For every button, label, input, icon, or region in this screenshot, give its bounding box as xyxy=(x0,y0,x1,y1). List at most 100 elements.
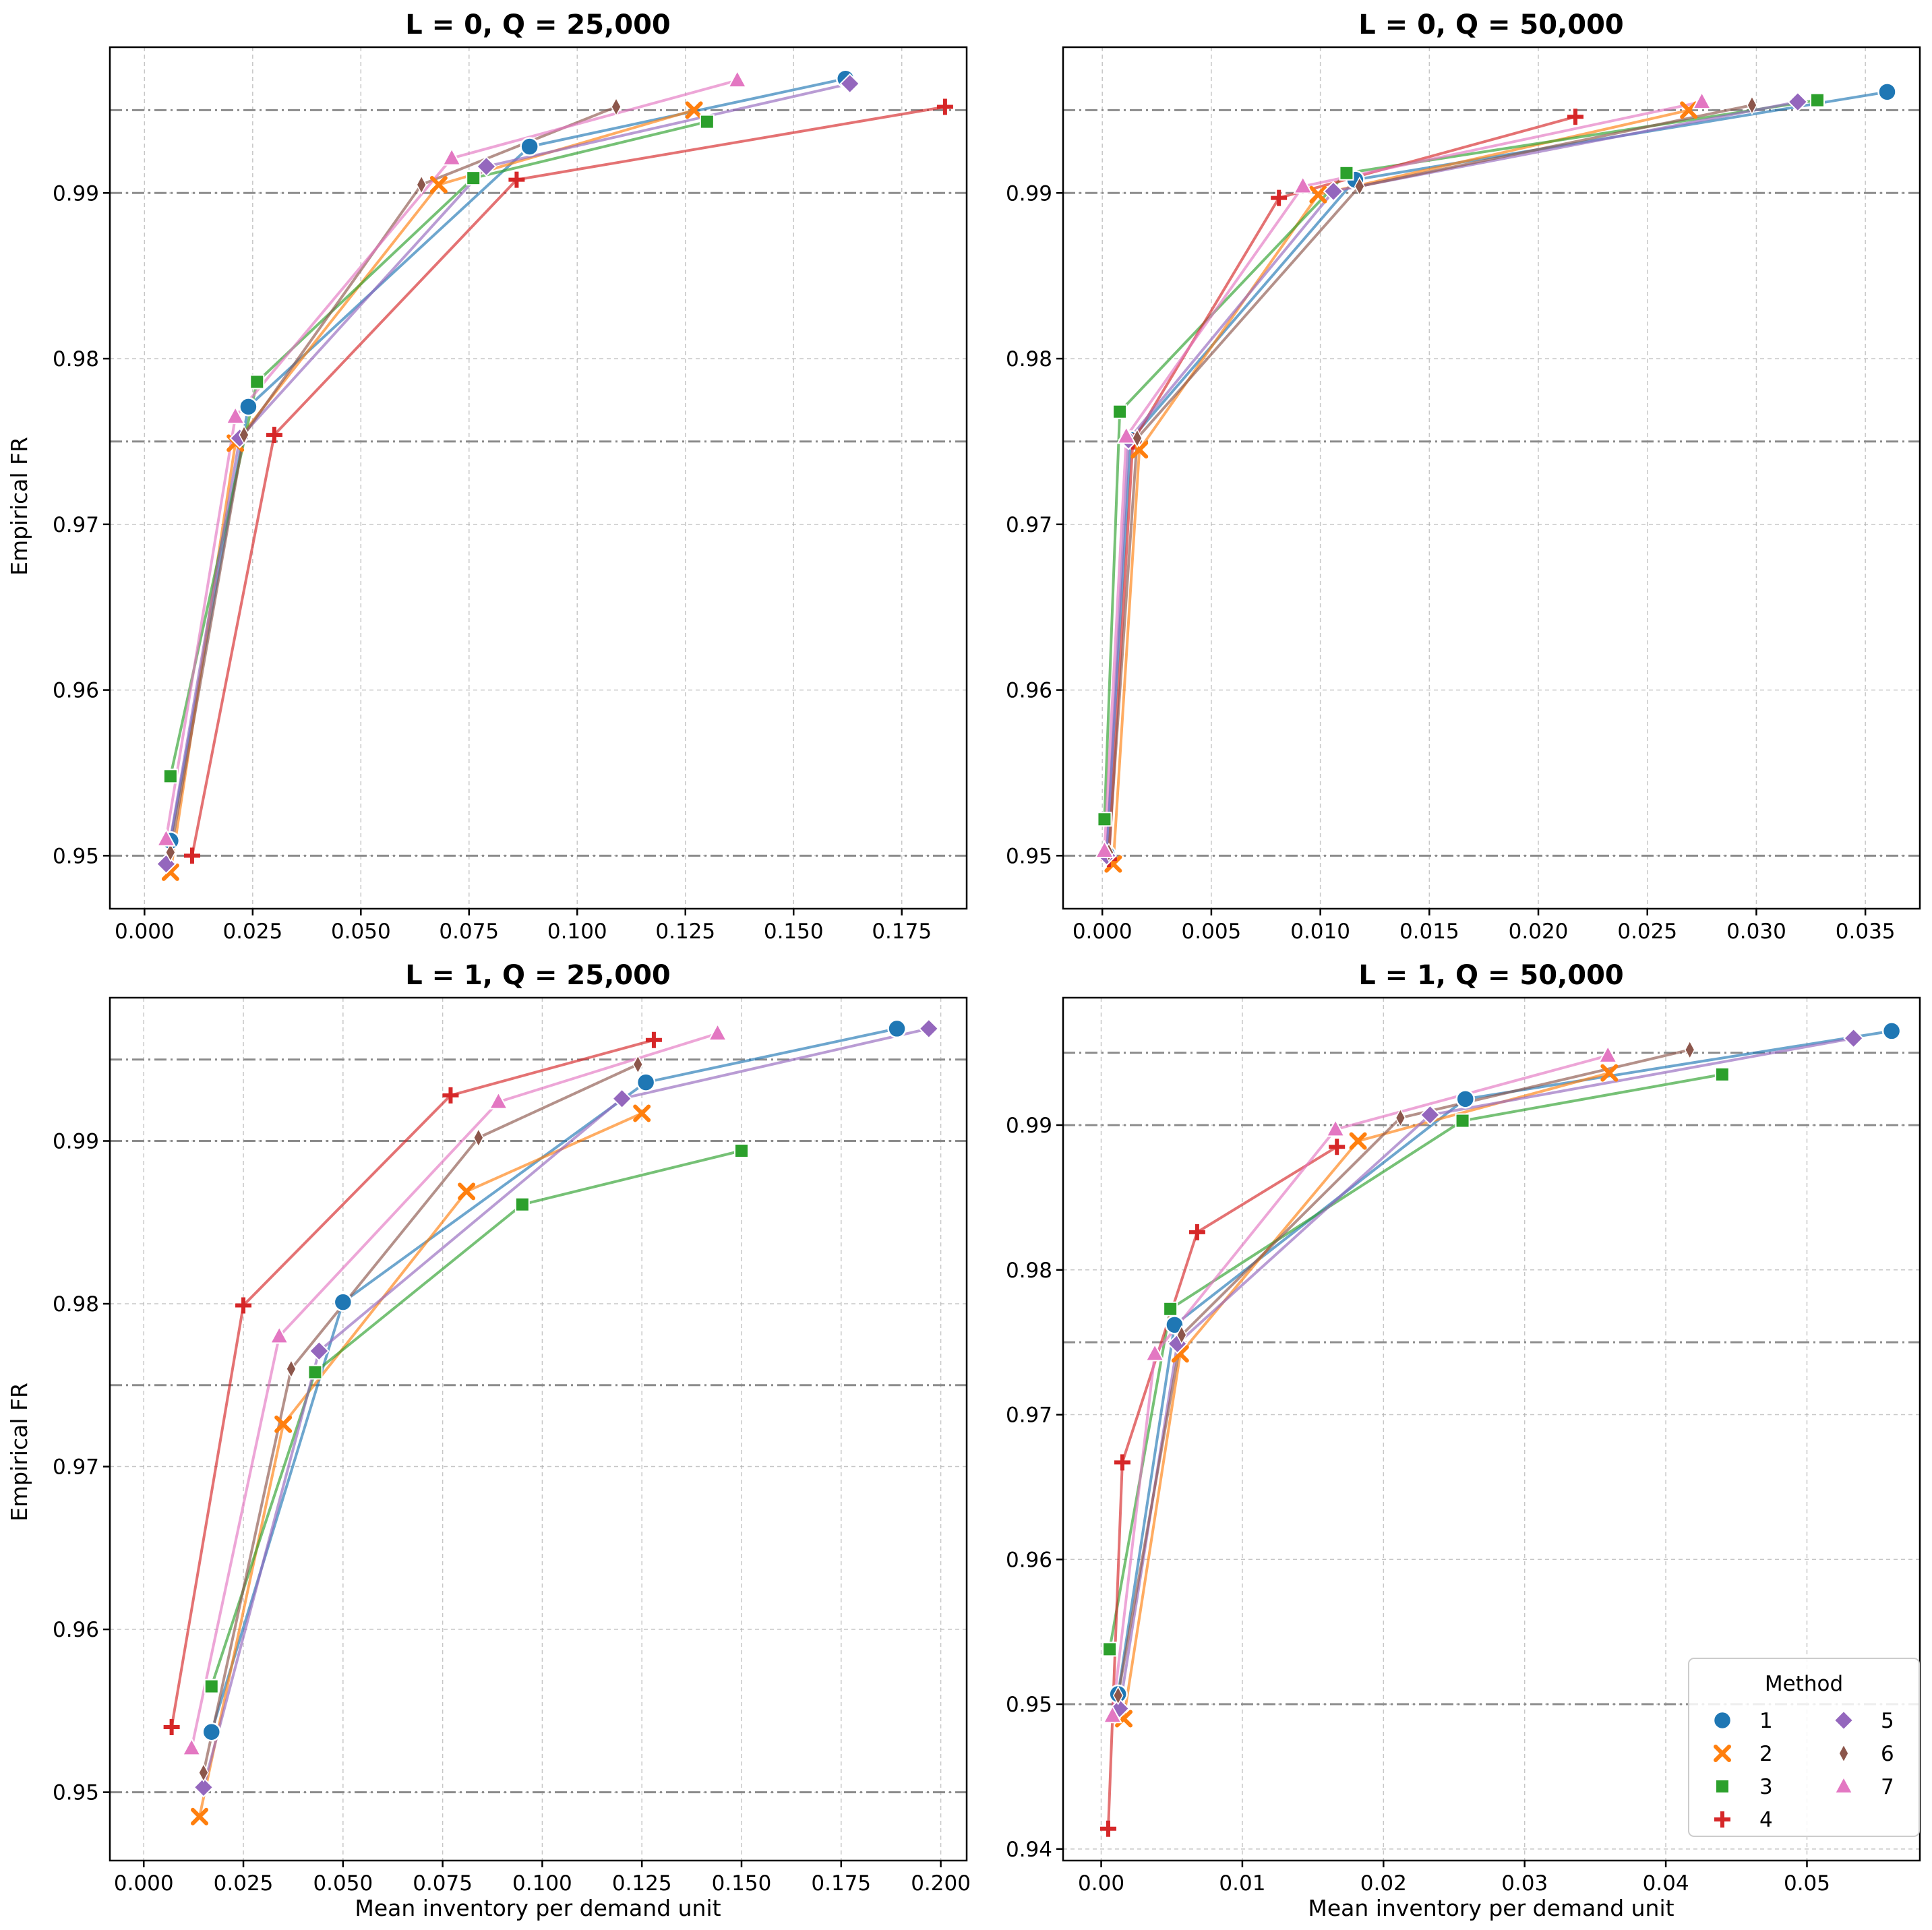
x-tick-label: 0.025 xyxy=(214,1871,274,1896)
marker-method-3 xyxy=(1809,92,1825,108)
marker-method-7 xyxy=(1094,839,1115,858)
series-line-method-6 xyxy=(169,105,617,853)
series-markers-method-4 xyxy=(163,1031,662,1735)
series-markers-method-1 xyxy=(202,1019,907,1742)
x-tick-label: 0.020 xyxy=(1509,919,1569,944)
series-markers-method-3 xyxy=(162,114,715,784)
legend-label: 4 xyxy=(1759,1808,1773,1832)
plot-frame xyxy=(1062,996,1921,1862)
legend-entry-method-5: 5 xyxy=(1833,1709,1894,1733)
x-tick-label: 0.03 xyxy=(1501,1871,1548,1896)
y-tick-label: 0.99 xyxy=(1006,181,1052,206)
series-line-method-7 xyxy=(164,79,738,840)
marker-method-1 xyxy=(1881,1021,1902,1041)
series-markers-method-5 xyxy=(193,1018,940,1798)
marker-method-1 xyxy=(202,1722,221,1742)
series-markers-method-7 xyxy=(181,1023,728,1756)
x-tick-label: 0.025 xyxy=(1617,919,1677,944)
marker-method-6 xyxy=(286,1359,297,1379)
y-tick-label: 0.98 xyxy=(1006,347,1052,371)
marker-method-7 xyxy=(269,1325,289,1344)
y-tick-label: 0.97 xyxy=(1006,513,1052,537)
panel-l1-q50000: L = 1, Q = 50,000 Mean inventory per dem… xyxy=(1006,960,1921,1921)
y-axis-label: Empirical FR xyxy=(6,1383,32,1521)
marker-method-6 xyxy=(239,425,249,445)
marker-method-2 xyxy=(191,1807,209,1826)
marker-method-7 xyxy=(707,1023,728,1042)
marker-method-5 xyxy=(1843,1027,1865,1049)
series-markers-method-4 xyxy=(183,98,953,864)
marker-method-2 xyxy=(458,1182,476,1201)
marker-method-6 xyxy=(1112,1685,1124,1706)
marker-method-6 xyxy=(1747,95,1757,115)
x-tick-label: 0.050 xyxy=(331,919,391,944)
marker-method-4 xyxy=(645,1031,662,1048)
marker-method-4 xyxy=(1100,1820,1116,1837)
marker-method-6 xyxy=(1354,176,1365,197)
legend-label: 3 xyxy=(1759,1775,1773,1799)
marker-method-1 xyxy=(1877,82,1897,102)
series-line-method-5 xyxy=(202,1027,930,1788)
marker-method-3 xyxy=(466,171,481,186)
marker-method-4 xyxy=(163,1718,180,1735)
series-line-method-3 xyxy=(1103,98,1818,820)
series-markers-method-6 xyxy=(198,1054,644,1783)
legend: Method 1 2 3 4 5 6 7 xyxy=(1688,1658,1920,1837)
legend-entry-method-6: 6 xyxy=(1838,1742,1894,1766)
y-tick-label: 0.97 xyxy=(1006,1404,1052,1428)
legend-label: 5 xyxy=(1881,1709,1894,1733)
marker-method-1 xyxy=(887,1019,907,1039)
marker-method-5 xyxy=(1323,181,1344,202)
legend-entry-method-7: 7 xyxy=(1834,1775,1894,1799)
marker-method-3 xyxy=(1097,812,1112,827)
x-tick-label: 0.075 xyxy=(439,919,499,944)
marker-method-7 xyxy=(1598,1044,1618,1063)
x-tick-label: 0.035 xyxy=(1836,919,1896,944)
y-tick-label: 0.96 xyxy=(1006,679,1052,703)
marker-method-1 xyxy=(520,137,539,156)
x-tick-label: 0.100 xyxy=(547,919,607,944)
x-tick-label: 0.075 xyxy=(413,1871,473,1896)
marker-method-7 xyxy=(1691,91,1712,110)
x-tick-label: 0.000 xyxy=(115,919,175,944)
marker-method-4 xyxy=(183,847,200,864)
y-tick-label: 0.96 xyxy=(53,679,99,703)
x-tick-label: 0.150 xyxy=(712,1871,772,1896)
marker-method-5 xyxy=(1787,91,1809,113)
marker-method-3 xyxy=(1112,404,1128,419)
marker-method-6 xyxy=(611,96,622,117)
x-tick-label: 0.02 xyxy=(1360,1871,1407,1896)
x-axis-label: Mean inventory per demand unit xyxy=(355,1895,721,1921)
y-tick-label: 0.96 xyxy=(53,1618,99,1642)
marker-method-6 xyxy=(1838,1743,1849,1763)
panel-title: L = 0, Q = 50,000 xyxy=(1358,9,1624,40)
marker-method-7 xyxy=(442,147,462,166)
marker-method-4 xyxy=(235,1297,252,1314)
series-line-method-4 xyxy=(1107,115,1576,860)
marker-method-7 xyxy=(488,1091,509,1110)
series-line-method-6 xyxy=(202,1063,639,1774)
marker-method-2 xyxy=(633,1104,651,1122)
x-tick-label: 0.005 xyxy=(1182,919,1242,944)
marker-method-4 xyxy=(1114,1454,1130,1471)
marker-method-2 xyxy=(429,175,448,193)
marker-method-5 xyxy=(1833,1710,1854,1731)
legend-label: 2 xyxy=(1759,1742,1773,1766)
marker-method-2 xyxy=(685,101,703,119)
series-line-method-3 xyxy=(169,120,708,777)
x-tick-label: 0.125 xyxy=(655,919,715,944)
marker-method-1 xyxy=(239,397,258,417)
panel-l0-q25000: L = 0, Q = 25,000 Empirical FR 0.000 0.02… xyxy=(6,9,968,944)
marker-method-6 xyxy=(1395,1108,1406,1128)
marker-method-4 xyxy=(442,1087,459,1104)
marker-method-3 xyxy=(1455,1113,1470,1128)
legend-title: Method xyxy=(1765,1672,1843,1696)
series-markers-method-2 xyxy=(191,1104,651,1826)
plot-frame xyxy=(109,996,968,1862)
series-line-method-7 xyxy=(190,1032,719,1749)
x-tick-label: 0.010 xyxy=(1290,919,1350,944)
series-markers-method-3 xyxy=(1097,92,1825,827)
x-tick-label: 0.025 xyxy=(222,919,282,944)
marker-method-7 xyxy=(225,405,245,425)
marker-method-7 xyxy=(156,828,177,847)
